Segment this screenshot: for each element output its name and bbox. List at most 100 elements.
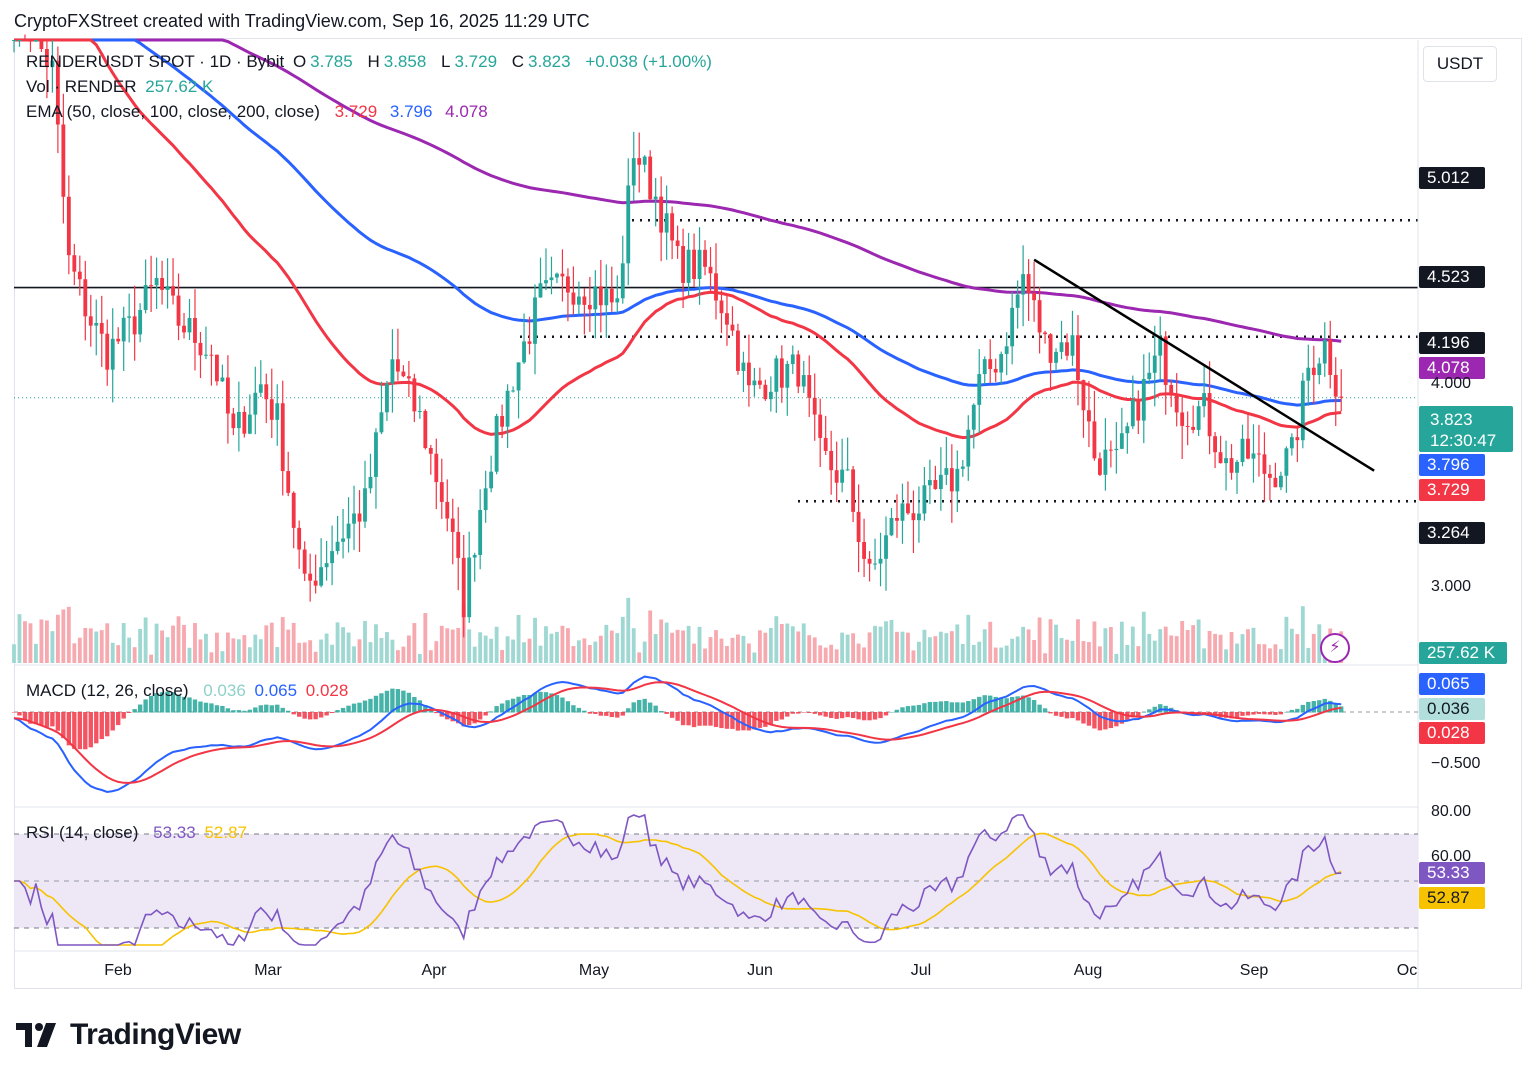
- volume-bar: [801, 623, 806, 663]
- macd-hist-bar: [148, 695, 154, 713]
- volume-bar: [50, 631, 55, 663]
- ema100-value: 3.796: [389, 102, 433, 121]
- volume-bar: [522, 642, 526, 663]
- candle-body: [50, 60, 55, 68]
- volume-bar: [955, 624, 960, 663]
- candle-body: [1026, 274, 1031, 294]
- candle-body: [949, 468, 954, 492]
- candle-body: [615, 298, 620, 303]
- candle-body: [719, 300, 724, 314]
- macd-hist-bar: [1273, 712, 1278, 715]
- candle-body: [807, 375, 812, 398]
- candle-body: [1092, 421, 1097, 459]
- alert-bolt-icon[interactable]: ⚡: [1320, 633, 1350, 663]
- candle-body: [1246, 438, 1250, 459]
- volume-bar: [83, 627, 88, 663]
- month-may: May: [578, 962, 610, 979]
- macd-hist-bar: [565, 701, 571, 713]
- volume-bar: [587, 645, 592, 663]
- candle-body: [933, 480, 938, 490]
- volume-bar: [489, 638, 494, 663]
- macd-hist-bar: [998, 697, 1004, 713]
- macd-hist-bar: [1152, 706, 1157, 713]
- volume-bar: [829, 644, 834, 663]
- tradingview-logo[interactable]: TradingView: [16, 1018, 241, 1052]
- macd-hist-bar: [653, 705, 658, 713]
- macd-hist-bar: [110, 712, 115, 731]
- candle-body: [873, 563, 877, 565]
- candle-body: [1048, 334, 1053, 363]
- macd-hist-bar: [434, 712, 439, 714]
- candle-body: [746, 362, 751, 386]
- candle-body: [461, 557, 466, 618]
- candle-body: [204, 354, 208, 356]
- candle-body: [527, 341, 532, 344]
- candle-body: [703, 249, 707, 267]
- volume-bar: [1136, 646, 1141, 663]
- macd-hist-bar: [214, 705, 220, 713]
- macd-hist-bar: [1114, 712, 1119, 727]
- candle-body: [938, 474, 943, 490]
- candle-body: [779, 358, 784, 388]
- macd-hist-bar: [94, 712, 99, 744]
- candle-body: [1147, 372, 1152, 380]
- candle-body: [538, 283, 543, 298]
- candle-body: [1059, 342, 1064, 352]
- candle-body: [1306, 367, 1311, 381]
- volume-bar: [385, 632, 389, 663]
- candle-body: [522, 341, 526, 363]
- volume-bar: [807, 635, 812, 663]
- currency-selector[interactable]: USDT: [1423, 46, 1497, 82]
- macd-hist-bar: [933, 701, 938, 713]
- candle-body: [231, 413, 236, 429]
- candle-body: [17, 40, 22, 41]
- volume-bar: [752, 652, 757, 663]
- macd-hist-bar: [264, 704, 269, 713]
- macd-hist-bar: [1267, 712, 1273, 715]
- candle-body: [143, 285, 148, 310]
- volume-bar: [143, 617, 148, 663]
- macd-tick: −0.500: [1431, 755, 1481, 772]
- macd-hist-bar: [39, 712, 44, 726]
- macd-hist-bar: [423, 705, 428, 713]
- macd-signal-line: [13, 681, 1342, 784]
- macd-hist-bar: [384, 690, 390, 713]
- macd-hist-bar: [351, 703, 357, 713]
- volume-bar: [478, 632, 483, 663]
- volume-bar: [1278, 649, 1283, 663]
- candle-body: [593, 286, 598, 310]
- candle-body: [1163, 336, 1168, 385]
- macd-hist-bar: [198, 701, 203, 713]
- macd-hist-bar: [938, 701, 944, 713]
- macd-hist-bar: [900, 707, 905, 713]
- macd-hist-bar: [258, 705, 263, 713]
- volume-bar: [746, 643, 751, 663]
- volume-bar: [609, 630, 614, 663]
- candle-body: [1043, 332, 1047, 335]
- candle-body: [215, 354, 219, 382]
- volume-bar: [242, 635, 247, 663]
- volume-bar: [193, 623, 197, 663]
- volume-bar: [313, 651, 318, 663]
- volume-bar: [1169, 635, 1174, 663]
- macd-hist-bar: [604, 712, 609, 716]
- macd-hist-bar: [1092, 712, 1097, 729]
- candle-body: [319, 567, 324, 586]
- volume-bar: [66, 606, 71, 663]
- candle-body: [1076, 335, 1080, 381]
- volume-bar: [187, 647, 192, 663]
- volume-bar: [719, 638, 724, 663]
- candle-body: [834, 470, 839, 483]
- macd-hist-bar: [269, 705, 274, 713]
- volume-bar: [895, 631, 899, 663]
- volume-bar: [55, 614, 60, 663]
- macd-hist-bar: [905, 706, 911, 713]
- volume-bar: [856, 643, 861, 663]
- volume-bar: [105, 623, 110, 663]
- volume-bar: [1207, 631, 1212, 663]
- volume-bar: [500, 649, 505, 663]
- macd-hist-bar: [50, 712, 55, 727]
- candle-body: [966, 429, 971, 467]
- candle-body: [1119, 433, 1124, 449]
